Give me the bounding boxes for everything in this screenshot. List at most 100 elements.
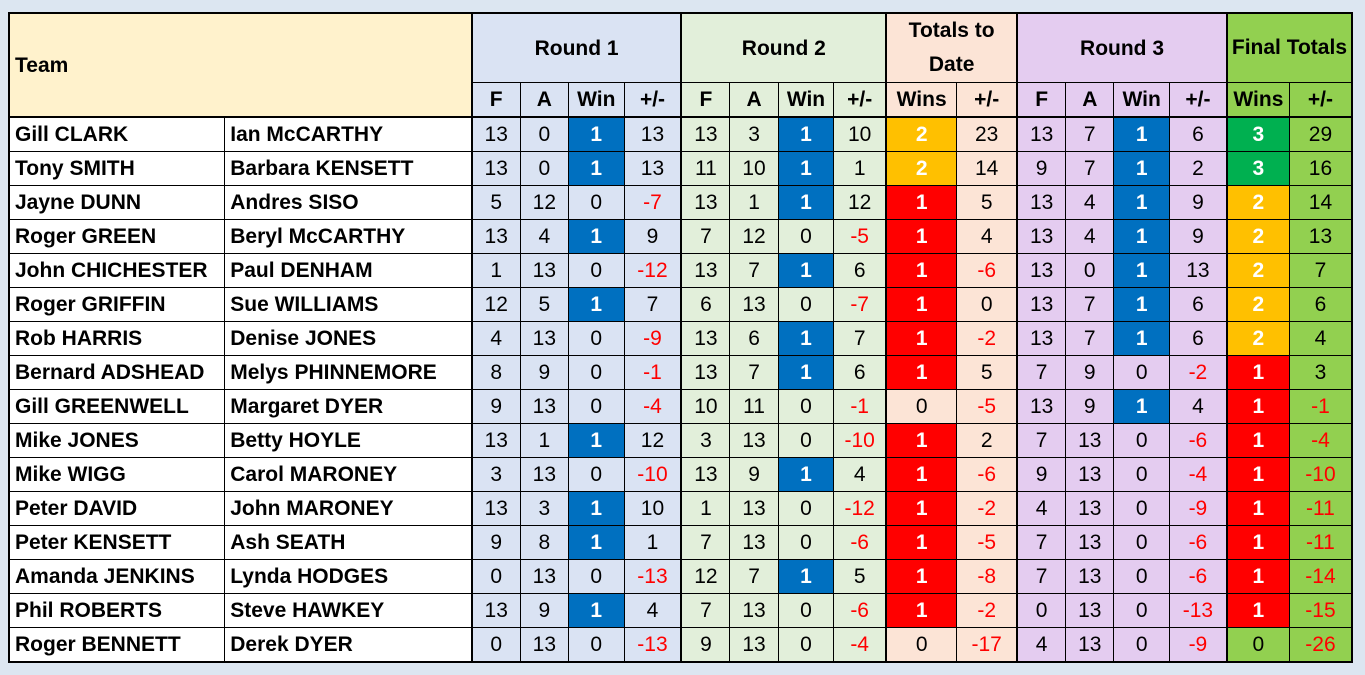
r2-against-cell: 3 xyxy=(729,116,779,152)
r3-for-cell: 7 xyxy=(1016,525,1067,560)
results-body: Gill CLARK Ian McCARTHY 13 0 1 13 13 3 1 10 2 23 13 7… xyxy=(8,116,1353,663)
results-table: Team Round 1 Round 2 Totals to Date Roun… xyxy=(8,12,1353,663)
table-row: Mike WIGG Carol MARONEY 3 13 0 -10 13 9 1 4 1 -6 9 13… xyxy=(8,457,1353,492)
r3-for-cell: 13 xyxy=(1016,219,1067,254)
r3-win-cell: 1 xyxy=(1113,116,1170,152)
r3-win-cell: 0 xyxy=(1113,593,1170,628)
r2-for-cell: 11 xyxy=(680,151,731,186)
td-diff-cell: 23 xyxy=(956,116,1018,152)
td-diff-cell: 5 xyxy=(956,185,1018,220)
player-2-name: Derek DYER xyxy=(224,627,473,663)
r2-against-cell: 1 xyxy=(729,185,779,220)
ft-wins-cell: 2 xyxy=(1225,253,1290,288)
r2-win-cell: 0 xyxy=(777,389,835,424)
td-wins-cell: 1 xyxy=(885,185,958,220)
r2-diff-cell: 10 xyxy=(833,116,887,152)
ft-diff-cell: -15 xyxy=(1288,593,1353,628)
r1-diff-cell: -9 xyxy=(623,321,682,356)
r1-against-cell: 9 xyxy=(519,593,570,628)
r2-for-cell: 13 xyxy=(680,185,731,220)
r3-win-cell: 1 xyxy=(1113,185,1170,220)
r2-win-cell: 0 xyxy=(777,593,835,628)
player-1-name: Amanda JENKINS xyxy=(8,559,226,594)
td-diff-cell: -6 xyxy=(956,457,1018,492)
r2-for-cell: 13 xyxy=(680,321,731,356)
player-1-name: John CHICHESTER xyxy=(8,253,226,288)
ft-diff-cell: 6 xyxy=(1288,287,1353,322)
r2-against-cell: 9 xyxy=(729,457,779,492)
td-diff-cell: 14 xyxy=(956,151,1018,186)
ft-diff-cell: 29 xyxy=(1288,116,1353,152)
r1-win-cell: 0 xyxy=(568,457,625,492)
r3-diff-cell: 6 xyxy=(1168,321,1228,356)
player-1-name: Mike WIGG xyxy=(8,457,226,492)
r1-against-cell: 13 xyxy=(519,253,570,288)
ft-wins-cell: 1 xyxy=(1225,457,1290,492)
r2-diff-cell: -6 xyxy=(833,593,887,628)
r3-diff-cell: -2 xyxy=(1168,355,1228,390)
r2-diff-cell: -4 xyxy=(833,627,887,663)
r1-diff-cell: -1 xyxy=(623,355,682,390)
r3-against-cell: 4 xyxy=(1065,185,1115,220)
td-wins-cell: 1 xyxy=(885,321,958,356)
table-row: Tony SMITH Barbara KENSETT 13 0 1 13 11 10 1 1 2 14… xyxy=(8,151,1353,186)
r1-a-header: A xyxy=(519,82,570,118)
r3-win-cell: 1 xyxy=(1113,321,1170,356)
r3-for-cell: 13 xyxy=(1016,287,1067,322)
r1-against-cell: 9 xyxy=(519,355,570,390)
td-wins-cell: 1 xyxy=(885,457,958,492)
player-2-name: Denise JONES xyxy=(224,321,473,356)
ft-pm-header: +/- xyxy=(1288,82,1353,118)
r3-for-cell: 7 xyxy=(1016,423,1067,458)
r1-for-cell: 9 xyxy=(470,389,521,424)
r3-pm-header: +/- xyxy=(1168,82,1228,118)
table-row: Roger BENNETT Derek DYER 0 13 0 -13 9 13 0 -4 0 -17… xyxy=(8,627,1353,663)
r1-against-cell: 8 xyxy=(519,525,570,560)
r2-win-cell: 0 xyxy=(777,525,835,560)
td-diff-cell: -2 xyxy=(956,321,1018,356)
r3-for-cell: 9 xyxy=(1016,151,1067,186)
player-1-name: Phil ROBERTS xyxy=(8,593,226,628)
r2-win-header: Win xyxy=(777,82,835,118)
r1-win-cell: 1 xyxy=(568,525,625,560)
r1-against-cell: 13 xyxy=(519,389,570,424)
r2-diff-cell: -5 xyxy=(833,219,887,254)
r1-diff-cell: 12 xyxy=(623,423,682,458)
r3-against-cell: 13 xyxy=(1065,593,1115,628)
td-diff-cell: 5 xyxy=(956,355,1018,390)
r1-diff-cell: -13 xyxy=(623,627,682,663)
player-1-name: Jayne DUNN xyxy=(8,185,226,220)
td-diff-cell: -2 xyxy=(956,491,1018,526)
r2-win-cell: 1 xyxy=(777,355,835,390)
r3-win-cell: 0 xyxy=(1113,457,1170,492)
r2-win-cell: 0 xyxy=(777,491,835,526)
r3-win-cell: 1 xyxy=(1113,151,1170,186)
r2-a-header: A xyxy=(729,82,779,118)
r3-for-cell: 4 xyxy=(1016,627,1067,663)
r1-against-cell: 1 xyxy=(519,423,570,458)
r2-win-cell: 0 xyxy=(777,219,835,254)
table-row: Rob HARRIS Denise JONES 4 13 0 -9 13 6 1 7 1 -2 13 7 1… xyxy=(8,321,1353,356)
r1-pm-header: +/- xyxy=(623,82,682,118)
player-1-name: Gill CLARK xyxy=(8,116,226,152)
td-wins-cell: 2 xyxy=(885,116,958,152)
td-diff-cell: -8 xyxy=(956,559,1018,594)
ft-diff-cell: -14 xyxy=(1288,559,1353,594)
r2-for-cell: 6 xyxy=(680,287,731,322)
r2-diff-cell: 12 xyxy=(833,185,887,220)
player-2-name: Margaret DYER xyxy=(224,389,473,424)
r1-diff-cell: 7 xyxy=(623,287,682,322)
r3-against-cell: 7 xyxy=(1065,151,1115,186)
r1-diff-cell: 9 xyxy=(623,219,682,254)
final-totals-header: Final Totals xyxy=(1225,12,1353,83)
r2-win-cell: 1 xyxy=(777,185,835,220)
player-2-name: Sue WILLIAMS xyxy=(224,287,473,322)
r2-win-cell: 0 xyxy=(777,423,835,458)
table-row: John CHICHESTER Paul DENHAM 1 13 0 -12 13 7 1 6 1-… xyxy=(8,253,1353,288)
r2-for-cell: 7 xyxy=(680,525,731,560)
r1-for-cell: 0 xyxy=(470,627,521,663)
r3-win-cell: 0 xyxy=(1113,355,1170,390)
r3-win-cell: 0 xyxy=(1113,491,1170,526)
ft-wins-cell: 3 xyxy=(1225,116,1290,152)
r3-a-header: A xyxy=(1065,82,1115,118)
